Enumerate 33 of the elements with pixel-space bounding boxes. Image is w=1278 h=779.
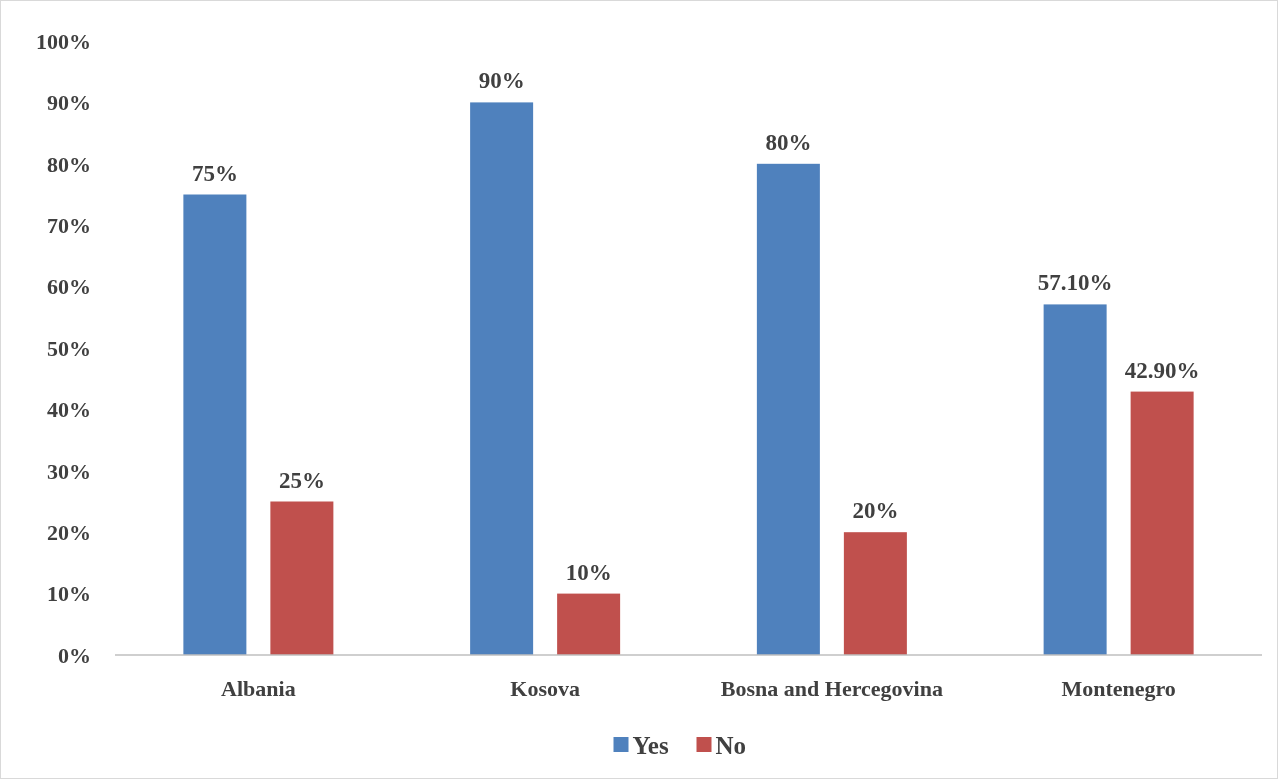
y-tick-label: 100%: [36, 28, 91, 54]
legend-label: No: [715, 731, 747, 759]
y-tick-label: 20%: [47, 519, 91, 545]
data-label: 20%: [852, 498, 899, 524]
y-tick-label: 80%: [47, 151, 91, 177]
x-tick-label: Kosova: [510, 676, 580, 701]
legend-label: Yes: [632, 731, 669, 759]
data-label: 25%: [278, 467, 325, 493]
y-tick-label: 60%: [47, 274, 91, 300]
bar: [270, 501, 334, 655]
y-tick-label: 10%: [47, 581, 91, 607]
data-label: 75%: [191, 160, 238, 186]
y-tick-label: 30%: [47, 458, 91, 484]
bar: [470, 102, 534, 655]
y-tick-label: 40%: [47, 397, 91, 423]
bar: [1130, 391, 1194, 655]
bar: [1043, 304, 1107, 655]
bar: [756, 163, 820, 655]
data-label: 10%: [565, 559, 612, 585]
x-tick-label: Bosna and Hercegovina: [720, 676, 943, 701]
bar: [183, 194, 247, 655]
bar: [843, 532, 907, 655]
bar: [557, 593, 621, 655]
x-tick-label: Albania: [221, 676, 296, 701]
x-tick-label: Montenegro: [1061, 676, 1176, 701]
y-tick-label: 0%: [58, 642, 91, 668]
y-tick-label: 70%: [47, 212, 91, 238]
y-tick-label: 50%: [47, 335, 91, 361]
data-label: 42.90%: [1124, 357, 1200, 383]
y-tick-label: 90%: [47, 90, 91, 116]
data-label: 57.10%: [1037, 270, 1113, 296]
data-label: 90%: [478, 68, 525, 94]
data-label: 80%: [765, 129, 812, 155]
